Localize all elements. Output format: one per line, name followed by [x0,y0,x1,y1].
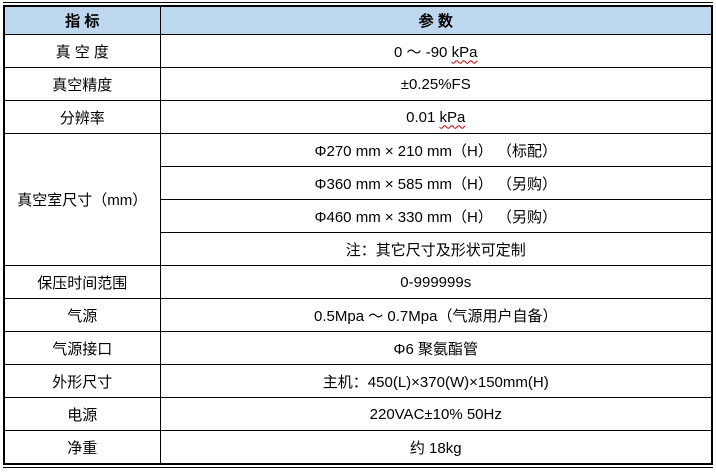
value-text: 0 ～ -90 [394,43,452,61]
row-label: 气源 [3,298,161,332]
table-row-chamber-size-1: 真空室尺寸（mm） Φ270 mm × 210 mm（H） （标配） [3,133,713,266]
row-label: 分辨率 [3,100,161,134]
value-text: ±0.25%FS [400,75,471,93]
row-label: 外形尺寸 [3,364,161,398]
value-text: 0-999999s [400,273,472,291]
value-text-spellchecked: kPa [439,108,466,126]
row-label: 气源接口 [3,331,161,365]
row-value: Φ270 mm × 210 mm（H） （标配） [159,133,713,167]
header-cell-parameter: 参 数 [159,5,713,35]
table-row-vacuum-degree: 真 空 度 0 ～ -90 kPa [3,34,713,68]
table-row-power-supply: 电源 220VAC±10% 50Hz [3,397,713,431]
row-value: 0-999999s [159,265,713,299]
value-text-spellchecked: kPa [451,43,478,61]
table-row-chamber-size-3: Φ460 mm × 330 mm（H） （另购） [4,199,713,233]
value-text: Φ460 mm × 330 mm（H） （另购） [314,208,557,226]
table-row-net-weight: 净重 约 18kg [3,430,713,465]
row-value: 0.5Mpa ～ 0.7Mpa（气源用户自备） [159,298,713,332]
row-label: 电源 [3,397,161,431]
row-label: 真空精度 [3,67,161,101]
table-row-resolution: 分辨率 0.01 kPa [3,100,713,134]
row-value: 约 18kg [159,430,713,465]
value-text: Φ360 mm × 585 mm（H） （另购） [314,175,557,193]
row-label: 净重 [3,430,161,465]
row-value: Φ460 mm × 330 mm（H） （另购） [159,199,713,233]
spec-table: 指 标 参 数 真 空 度 0 ～ -90 kPa 真空精度 ±0.25%FS … [3,5,713,465]
value-text: 约 18kg [409,439,462,457]
row-value: 主机：450(L)×370(W)×150mm(H) [159,364,713,398]
table-row-air-supply: 气源 0.5Mpa ～ 0.7Mpa（气源用户自备） [3,298,713,332]
row-value: 220VAC±10% 50Hz [159,397,713,431]
value-text: 220VAC±10% 50Hz [369,405,502,423]
table-row-hold-time-range: 保压时间范围 0-999999s [3,265,713,299]
row-label-chamber-size: 真空室尺寸（mm） [3,133,161,266]
row-value: Φ6 聚氨酯管 [159,331,713,365]
row-value: Φ360 mm × 585 mm（H） （另购） [159,166,713,200]
table-row-chamber-size-2: Φ360 mm × 585 mm（H） （另购） [4,166,713,200]
row-value: ±0.25%FS [159,67,713,101]
row-label: 保压时间范围 [3,265,161,299]
table-row-overall-dimensions: 外形尺寸 主机：450(L)×370(W)×150mm(H) [3,364,713,398]
table-row-air-connector: 气源接口 Φ6 聚氨酯管 [3,331,713,365]
value-text: 注：其它尺寸及形状可定制 [345,241,526,259]
row-value: 0 ～ -90 kPa [159,34,713,68]
row-value: 注：其它尺寸及形状可定制 [159,232,713,266]
value-text: 主机：450(L)×370(W)×150mm(H) [322,373,549,391]
value-text: 0.5Mpa ～ 0.7Mpa（气源用户自备） [314,307,558,325]
header-cell-indicator: 指 标 [3,5,161,35]
value-text: Φ6 聚氨酯管 [393,340,478,358]
spec-table-outer-border: 指 标 参 数 真 空 度 0 ～ -90 kPa 真空精度 ±0.25%FS … [3,2,713,468]
value-text: Φ270 mm × 210 mm（H） （标配） [314,142,557,160]
row-label: 真 空 度 [3,34,161,68]
row-value: 0.01 kPa [159,100,713,134]
header-row: 指 标 参 数 [3,5,713,35]
value-text: 0.01 [406,108,440,126]
table-row-vacuum-accuracy: 真空精度 ±0.25%FS [3,67,713,101]
